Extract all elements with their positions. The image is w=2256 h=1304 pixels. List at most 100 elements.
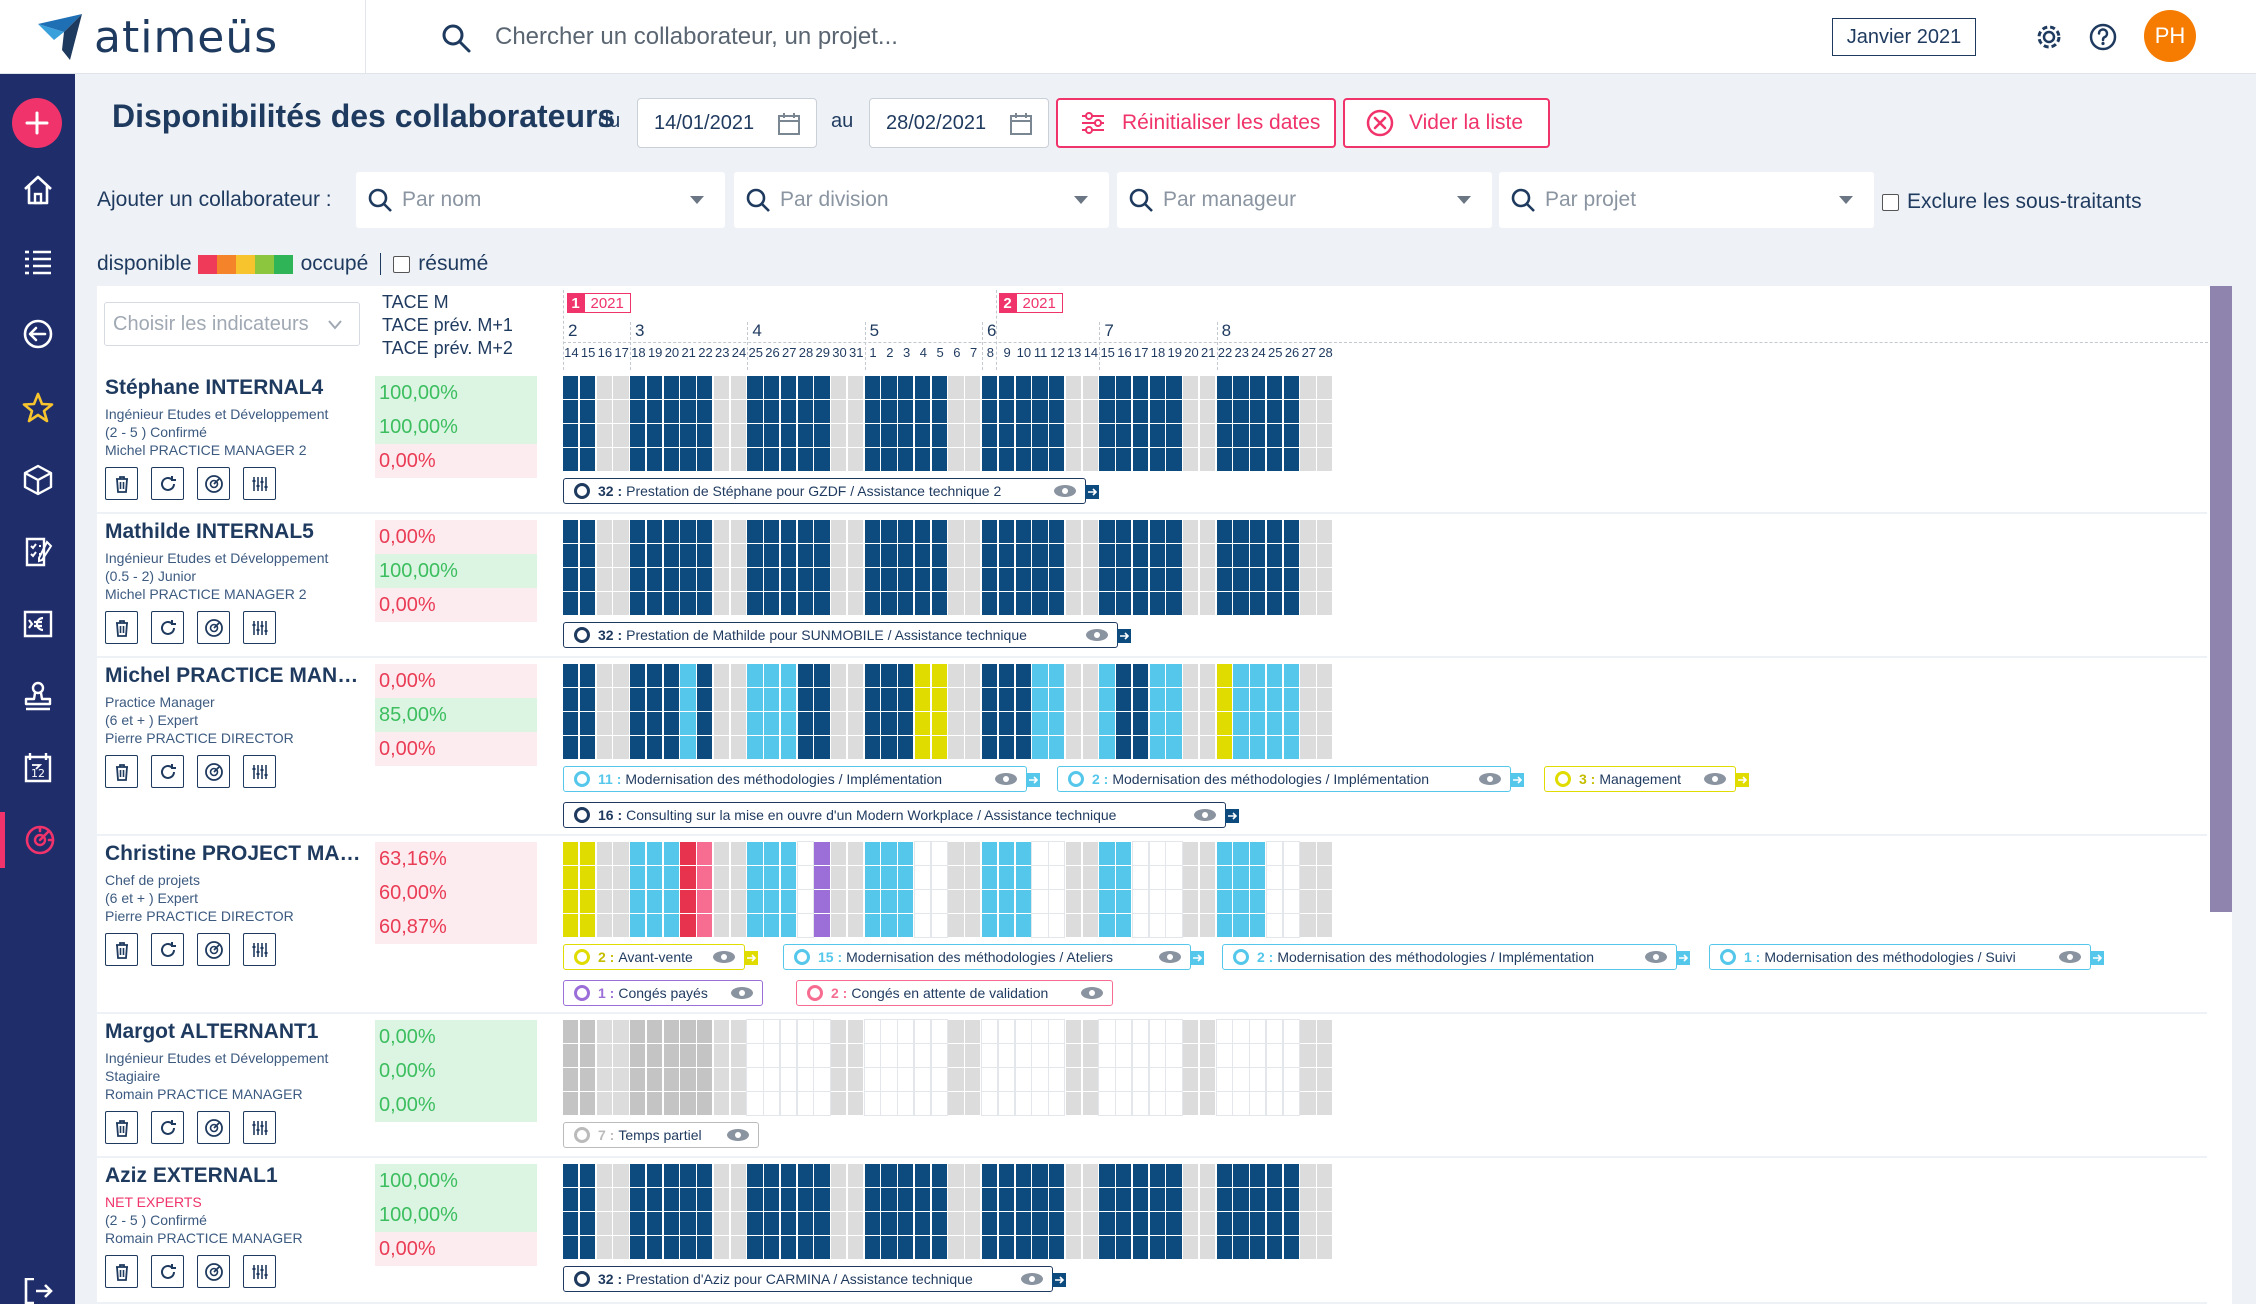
day-slot[interactable] (746, 1043, 764, 1068)
day-slot[interactable] (831, 842, 847, 865)
day-slot[interactable] (1116, 1212, 1132, 1235)
day-slot[interactable] (1216, 568, 1232, 591)
day-slot[interactable] (864, 736, 880, 759)
day-slot[interactable] (847, 842, 864, 865)
day-slot[interactable] (1048, 1091, 1066, 1116)
open-link-icon[interactable] (1117, 629, 1131, 643)
availability-button[interactable] (197, 1111, 230, 1144)
day-slot[interactable] (814, 1188, 830, 1211)
day-slot[interactable] (680, 1020, 696, 1043)
day-slot[interactable] (663, 376, 679, 399)
day-slot[interactable] (814, 520, 830, 543)
day-slot[interactable] (1199, 592, 1216, 615)
day-slot[interactable] (881, 376, 897, 399)
day-slot[interactable] (764, 544, 780, 567)
day-slot[interactable] (1116, 1236, 1132, 1259)
day-slot[interactable] (579, 448, 595, 471)
day-slot[interactable] (713, 592, 730, 615)
refresh-button[interactable] (151, 467, 184, 500)
day-slot[interactable] (1032, 1188, 1048, 1211)
day-slot[interactable] (1116, 424, 1132, 447)
day-slot[interactable] (579, 712, 595, 735)
project-chip[interactable]: 11 : Modernisation des méthodologies / Im… (563, 766, 1040, 792)
day-slot[interactable] (1216, 400, 1232, 423)
day-slot[interactable] (1282, 913, 1300, 938)
day-slot[interactable] (780, 890, 797, 913)
day-slot[interactable] (697, 424, 713, 447)
exclude-subcontractors-toggle[interactable]: Exclure les sous-traitants (1882, 190, 2142, 214)
day-slot[interactable] (596, 592, 612, 615)
filter-by-manager[interactable]: Par manageur (1117, 172, 1492, 228)
day-slot[interactable] (847, 1188, 864, 1211)
day-slot[interactable] (1166, 1164, 1182, 1187)
day-slot[interactable] (1249, 1091, 1267, 1116)
day-slot[interactable] (646, 448, 663, 471)
day-slot[interactable] (847, 1236, 864, 1259)
day-slot[interactable] (1014, 1067, 1032, 1092)
day-slot[interactable] (814, 712, 830, 735)
day-slot[interactable] (663, 1068, 679, 1091)
day-slot[interactable] (780, 1164, 797, 1187)
day-slot[interactable] (1232, 1043, 1250, 1068)
project-chip[interactable]: 32 : Prestation de Mathilde pour SUNMOBIL… (563, 622, 1131, 648)
day-slot[interactable] (880, 1019, 898, 1044)
day-slot[interactable] (1031, 865, 1049, 890)
day-slot[interactable] (1233, 688, 1249, 711)
day-slot[interactable] (1183, 1068, 1199, 1091)
open-link-icon[interactable] (1225, 809, 1239, 823)
day-slot[interactable] (663, 890, 679, 913)
day-slot[interactable] (613, 1164, 629, 1187)
day-slot[interactable] (613, 866, 629, 889)
day-slot[interactable] (730, 424, 746, 447)
day-slot[interactable] (1065, 376, 1082, 399)
day-slot[interactable] (1082, 866, 1098, 889)
day-slot[interactable] (613, 842, 629, 865)
day-slot[interactable] (697, 664, 713, 687)
day-slot[interactable] (1166, 568, 1182, 591)
day-slot[interactable] (680, 736, 696, 759)
day-slot[interactable] (630, 866, 646, 889)
day-slot[interactable] (779, 1019, 798, 1044)
day-slot[interactable] (814, 736, 830, 759)
day-slot[interactable] (1283, 544, 1299, 567)
day-slot[interactable] (914, 592, 931, 615)
day-slot[interactable] (796, 841, 814, 866)
day-slot[interactable] (1300, 1188, 1316, 1211)
project-chip[interactable]: 32 : Prestation de Stéphane pour GZDF / A… (563, 478, 1099, 504)
day-slot[interactable] (596, 890, 612, 913)
day-slot[interactable] (579, 1092, 595, 1115)
day-slot[interactable] (1148, 913, 1166, 938)
day-slot[interactable] (747, 736, 763, 759)
day-slot[interactable] (1116, 842, 1132, 865)
day-slot[interactable] (1031, 841, 1049, 866)
day-slot[interactable] (646, 592, 663, 615)
day-slot[interactable] (1149, 712, 1165, 735)
day-slot[interactable] (1300, 866, 1316, 889)
employee-name[interactable]: Stéphane INTERNAL4 (105, 376, 324, 399)
day-slot[interactable] (814, 866, 830, 889)
day-slot[interactable] (780, 688, 797, 711)
day-slot[interactable] (831, 1044, 847, 1067)
day-slot[interactable] (579, 842, 595, 865)
day-slot[interactable] (1216, 842, 1232, 865)
eye-icon[interactable] (726, 1128, 750, 1142)
day-slot[interactable] (1131, 1067, 1150, 1092)
day-slot[interactable] (680, 914, 696, 937)
day-slot[interactable] (596, 664, 612, 687)
day-slot[interactable] (1048, 913, 1066, 938)
day-slot[interactable] (948, 712, 964, 735)
day-slot[interactable] (630, 736, 646, 759)
day-slot[interactable] (1049, 664, 1065, 687)
day-slot[interactable] (930, 1091, 948, 1116)
eye-icon[interactable] (712, 950, 736, 964)
open-link-icon[interactable] (744, 951, 758, 965)
day-slot[interactable] (847, 544, 864, 567)
day-slot[interactable] (563, 736, 579, 759)
day-slot[interactable] (563, 1092, 579, 1115)
day-slot[interactable] (596, 688, 612, 711)
day-slot[interactable] (596, 1044, 612, 1067)
day-slot[interactable] (1233, 520, 1249, 543)
day-slot[interactable] (982, 736, 998, 759)
day-slot[interactable] (814, 842, 830, 865)
day-slot[interactable] (680, 1044, 696, 1067)
